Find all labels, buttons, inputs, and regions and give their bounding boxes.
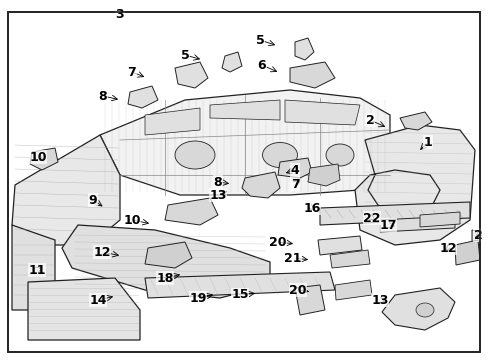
Text: 10: 10 <box>123 213 141 226</box>
Text: 12: 12 <box>93 246 110 258</box>
Text: 20: 20 <box>269 235 286 248</box>
Text: 2: 2 <box>365 113 374 126</box>
Text: 7: 7 <box>127 66 136 78</box>
Text: 17: 17 <box>379 219 396 231</box>
Text: 4: 4 <box>290 163 299 176</box>
Polygon shape <box>222 52 242 72</box>
Text: 8: 8 <box>99 90 107 103</box>
Polygon shape <box>12 135 120 245</box>
Polygon shape <box>454 240 479 265</box>
Polygon shape <box>381 288 454 330</box>
Polygon shape <box>278 158 311 178</box>
Polygon shape <box>379 216 454 232</box>
Ellipse shape <box>325 144 353 166</box>
Polygon shape <box>307 164 339 186</box>
Text: 11: 11 <box>28 264 46 276</box>
Text: 13: 13 <box>370 293 388 306</box>
Ellipse shape <box>175 141 215 169</box>
Text: 20: 20 <box>289 284 306 297</box>
Text: 1: 1 <box>423 135 431 149</box>
Polygon shape <box>145 108 200 135</box>
Polygon shape <box>242 172 280 198</box>
Text: 21: 21 <box>284 252 301 265</box>
Polygon shape <box>164 198 218 225</box>
Text: 16: 16 <box>303 202 320 215</box>
Polygon shape <box>209 100 280 120</box>
Text: 6: 6 <box>257 59 266 72</box>
Polygon shape <box>289 62 334 88</box>
Polygon shape <box>419 212 459 227</box>
Text: 19: 19 <box>189 292 206 305</box>
Text: 7: 7 <box>290 177 299 190</box>
Polygon shape <box>317 236 361 255</box>
Polygon shape <box>285 100 359 125</box>
Polygon shape <box>100 90 389 195</box>
Text: 10: 10 <box>29 150 47 163</box>
Polygon shape <box>294 38 313 60</box>
Text: 15: 15 <box>231 288 248 302</box>
Polygon shape <box>294 285 325 315</box>
Polygon shape <box>471 230 479 248</box>
Text: 18: 18 <box>156 271 173 284</box>
Text: 9: 9 <box>88 194 97 207</box>
Polygon shape <box>145 272 334 298</box>
Text: 2: 2 <box>473 229 481 242</box>
Text: 5: 5 <box>255 33 264 46</box>
Polygon shape <box>329 250 369 268</box>
Text: 22: 22 <box>363 212 380 225</box>
Polygon shape <box>175 62 207 88</box>
Polygon shape <box>30 148 58 170</box>
Polygon shape <box>62 225 269 298</box>
Text: 3: 3 <box>116 8 124 21</box>
Text: 8: 8 <box>213 176 222 189</box>
Polygon shape <box>128 86 158 108</box>
Text: 14: 14 <box>89 293 106 306</box>
Ellipse shape <box>415 303 433 317</box>
Polygon shape <box>354 125 474 245</box>
Polygon shape <box>12 225 55 310</box>
Polygon shape <box>399 112 431 130</box>
Text: 13: 13 <box>209 189 226 202</box>
Ellipse shape <box>262 143 297 167</box>
Polygon shape <box>319 202 469 225</box>
Text: 12: 12 <box>438 242 456 255</box>
Text: 5: 5 <box>180 49 189 62</box>
Polygon shape <box>334 280 371 300</box>
Polygon shape <box>28 278 140 340</box>
Polygon shape <box>145 242 192 268</box>
